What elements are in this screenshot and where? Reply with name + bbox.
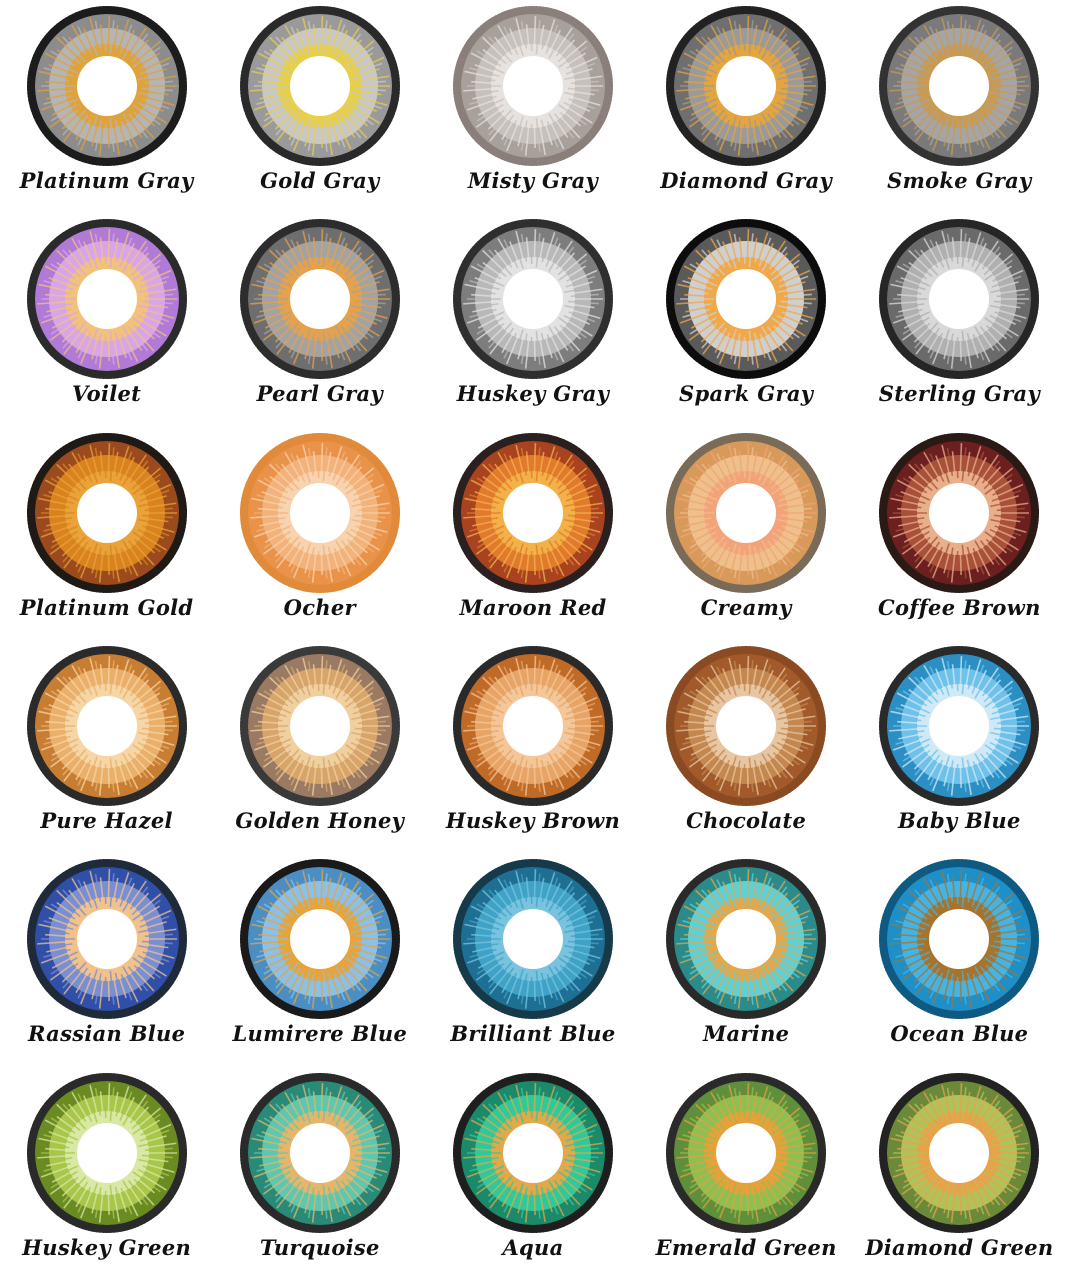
lens-swatch-image [26, 432, 187, 593]
lens-item-chocolate: Chocolate [640, 640, 853, 853]
lens-swatch-image [239, 6, 400, 166]
lens-swatch-image [452, 432, 613, 593]
lens-item-ocean-blue: Ocean Blue [853, 853, 1066, 1066]
lens-item-coffee-brown: Coffee Brown [853, 427, 1066, 640]
lens-swatch-image [26, 859, 187, 1020]
lens-item-turquoise: Turquoise [213, 1067, 426, 1280]
lens-swatch-image [239, 432, 400, 593]
lens-item-baby-blue: Baby Blue [853, 640, 1066, 853]
lens-name-label: Smoke Gray [887, 168, 1032, 193]
lens-swatch-image [26, 645, 187, 806]
lens-item-maroon-red: Maroon Red [426, 427, 639, 640]
lens-swatch-image [26, 219, 187, 380]
lens-name-label: Platinum Gray [19, 168, 194, 193]
lens-item-platinum-gray: Platinum Gray [0, 0, 213, 213]
lens-name-label: Huskey Brown [445, 807, 621, 833]
lens-swatch-image [239, 219, 400, 380]
lens-item-platinum-gold: Platinum Gold [0, 427, 213, 640]
lens-name-label: Creamy [700, 594, 792, 620]
lens-item-ocher: Ocher [213, 427, 426, 640]
lens-name-label: Ocean Blue [890, 1021, 1029, 1047]
lens-name-label: Huskey Green [22, 1234, 192, 1260]
lens-swatch-image [666, 859, 827, 1020]
lens-item-huskey-green: Huskey Green [0, 1067, 213, 1280]
lens-name-label: Aqua [502, 1234, 564, 1260]
lens-name-label: Spark Gray [679, 381, 814, 407]
lens-item-diamond-green: Diamond Green [853, 1067, 1066, 1280]
lens-name-label: Golden Honey [235, 807, 405, 833]
lens-name-label: Marine [702, 1021, 790, 1047]
lens-item-huskey-brown: Huskey Brown [426, 640, 639, 853]
lens-swatch-image [666, 1072, 827, 1233]
lens-name-label: Emerald Green [655, 1234, 837, 1260]
lens-item-marine: Marine [640, 853, 853, 1066]
lens-name-label: Voilet [71, 381, 142, 407]
lens-name-label: Gold Gray [260, 168, 380, 193]
lens-name-label: Lumirere Blue [232, 1021, 408, 1047]
lens-swatch-image [239, 645, 400, 806]
lens-swatch-image [26, 6, 187, 166]
lens-item-sterling-gray: Sterling Gray [853, 213, 1066, 426]
lens-item-brilliant-blue: Brilliant Blue [426, 853, 639, 1066]
lens-swatch-image [666, 6, 827, 166]
lens-name-label: Turquoise [259, 1234, 380, 1260]
lens-name-label: Platinum Gold [19, 594, 194, 620]
lens-item-spark-gray: Spark Gray [640, 213, 853, 426]
lens-item-misty-gray: Misty Gray [426, 0, 639, 213]
lens-swatch-image [879, 1072, 1040, 1233]
lens-item-emerald-green: Emerald Green [640, 1067, 853, 1280]
lens-swatch-image [239, 1072, 400, 1233]
lens-name-label: Pearl Gray [256, 381, 383, 407]
lens-name-label: Brilliant Blue [450, 1021, 616, 1047]
lens-name-label: Huskey Gray [456, 381, 610, 407]
lens-name-label: Baby Blue [898, 807, 1021, 833]
lens-name-label: Sterling Gray [878, 381, 1040, 407]
lens-name-label: Pure Hazel [40, 807, 173, 833]
lens-swatch-image [452, 1072, 613, 1233]
lens-item-gold-gray: Gold Gray [213, 0, 426, 213]
lens-item-smoke-gray: Smoke Gray [853, 0, 1066, 213]
lens-item-aqua: Aqua [426, 1067, 639, 1280]
lens-name-label: Diamond Gray [660, 168, 832, 193]
lens-name-label: Ocher [283, 594, 356, 620]
lens-swatch-image [879, 645, 1040, 806]
lens-swatch-image [452, 219, 613, 380]
lens-name-label: Misty Gray [467, 168, 598, 193]
lens-swatch-image [879, 6, 1040, 166]
lens-swatch-image [879, 859, 1040, 1020]
lens-swatch-image [26, 1072, 187, 1233]
lens-item-golden-honey: Golden Honey [213, 640, 426, 853]
lens-swatch-image [239, 859, 400, 1020]
lens-item-rassian-blue: Rassian Blue [0, 853, 213, 1066]
lens-name-label: Chocolate [686, 807, 807, 833]
lens-swatch-image [879, 432, 1040, 593]
lens-name-label: Diamond Green [865, 1234, 1054, 1260]
lens-item-pearl-gray: Pearl Gray [213, 213, 426, 426]
lens-swatch-image [666, 645, 827, 806]
lens-name-label: Coffee Brown [878, 594, 1041, 620]
lens-item-pure-hazel: Pure Hazel [0, 640, 213, 853]
lens-swatch-image [452, 859, 613, 1020]
lens-item-huskey-gray: Huskey Gray [426, 213, 639, 426]
lens-swatch-image [666, 219, 827, 380]
lens-swatch-image [879, 219, 1040, 380]
lens-swatch-image [666, 432, 827, 593]
lens-item-lumirere-blue: Lumirere Blue [213, 853, 426, 1066]
lens-item-diamond-gray: Diamond Gray [640, 0, 853, 213]
lens-name-label: Maroon Red [459, 594, 607, 620]
lens-item-creamy: Creamy [640, 427, 853, 640]
lens-name-label: Rassian Blue [27, 1021, 186, 1047]
lens-swatch-image [452, 6, 613, 166]
lens-item-voilet: Voilet [0, 213, 213, 426]
lens-swatch-image [452, 645, 613, 806]
